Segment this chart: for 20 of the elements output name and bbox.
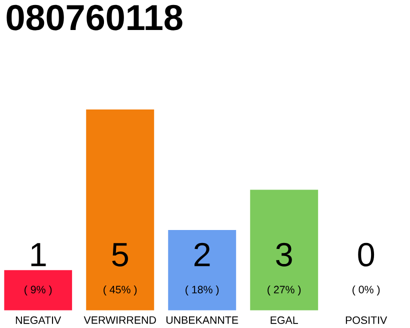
annotation: ( 0% ) <box>352 285 380 296</box>
annotation: ( 18% ) <box>186 285 219 296</box>
annotation: ( 45% ) <box>104 285 137 296</box>
x-tick-label: POSITIV <box>346 316 388 324</box>
data-label: 1 <box>31 242 46 266</box>
x-tick-label: UNBEKANNTE <box>166 316 238 324</box>
bar <box>4 270 72 310</box>
data-label: 5 <box>112 242 128 266</box>
data-label: 2 <box>194 242 210 266</box>
annotation: ( 27% ) <box>268 285 301 296</box>
annotation: ( 9% ) <box>24 285 52 296</box>
chart-title: 080760118 <box>6 4 182 30</box>
x-tick-label: VERWIRREND <box>84 316 156 324</box>
bar <box>168 230 236 310</box>
data-label: 0 <box>358 242 374 266</box>
data-label: 3 <box>276 242 292 266</box>
bar <box>250 190 318 310</box>
x-tick-label: EGAL <box>270 316 298 324</box>
x-tick-label: NEGATIV <box>16 316 62 324</box>
bar <box>86 109 154 310</box>
